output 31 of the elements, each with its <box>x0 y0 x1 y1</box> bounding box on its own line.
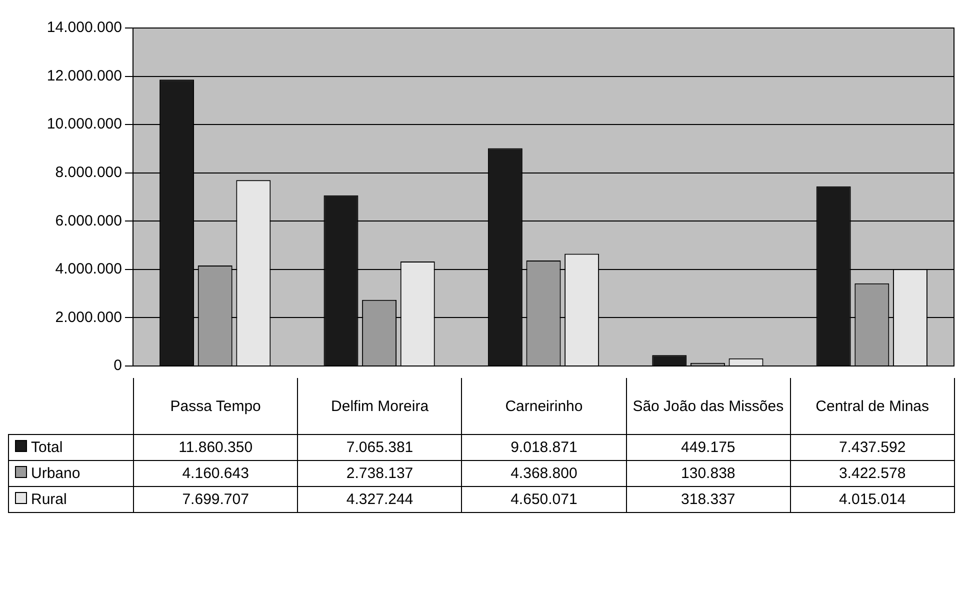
data-label: 4.327.244 <box>298 486 462 512</box>
x-tick-label: Passa Tempo <box>134 378 298 434</box>
y-tick-label: 0 <box>114 357 122 374</box>
y-tick-label: 6.000.000 <box>55 212 122 230</box>
data-label: 11.860.350 <box>134 434 298 460</box>
data-label: 4.015.014 <box>790 486 954 512</box>
data-label: 7.437.592 <box>790 434 954 460</box>
legend-label: Urbano <box>8 460 134 486</box>
data-label: 4.368.800 <box>462 460 626 486</box>
data-label: 2.738.137 <box>298 460 462 486</box>
legend-label: Total <box>8 434 134 460</box>
x-tick-label: Central de Minas <box>790 378 954 434</box>
data-label: 3.422.578 <box>790 460 954 486</box>
y-tick-label: 8.000.000 <box>55 164 122 181</box>
y-tick-label: 14.000.000 <box>46 19 122 36</box>
x-tick-label: Carneirinho <box>462 378 626 434</box>
x-tick-label: Delfim Moreira <box>298 378 462 434</box>
data-label: 4.160.643 <box>134 460 298 486</box>
data-label: 7.699.707 <box>134 486 298 512</box>
y-tick-label: 12.000.000 <box>46 67 122 84</box>
data-label: 130.838 <box>626 460 790 486</box>
data-label: 318.337 <box>626 486 790 512</box>
data-label: 9.018.871 <box>462 434 626 460</box>
data-label: 7.065.381 <box>298 434 462 460</box>
x-tick-label: São João das Missões <box>626 378 790 434</box>
legend-label: Rural <box>8 486 134 512</box>
y-tick-label: 4.000.000 <box>55 260 122 278</box>
y-tick-label: 2.000.000 <box>55 308 122 326</box>
data-label: 449.175 <box>626 434 790 460</box>
data-label: 4.650.071 <box>462 486 626 512</box>
y-tick-label: 10.000.000 <box>46 116 122 133</box>
